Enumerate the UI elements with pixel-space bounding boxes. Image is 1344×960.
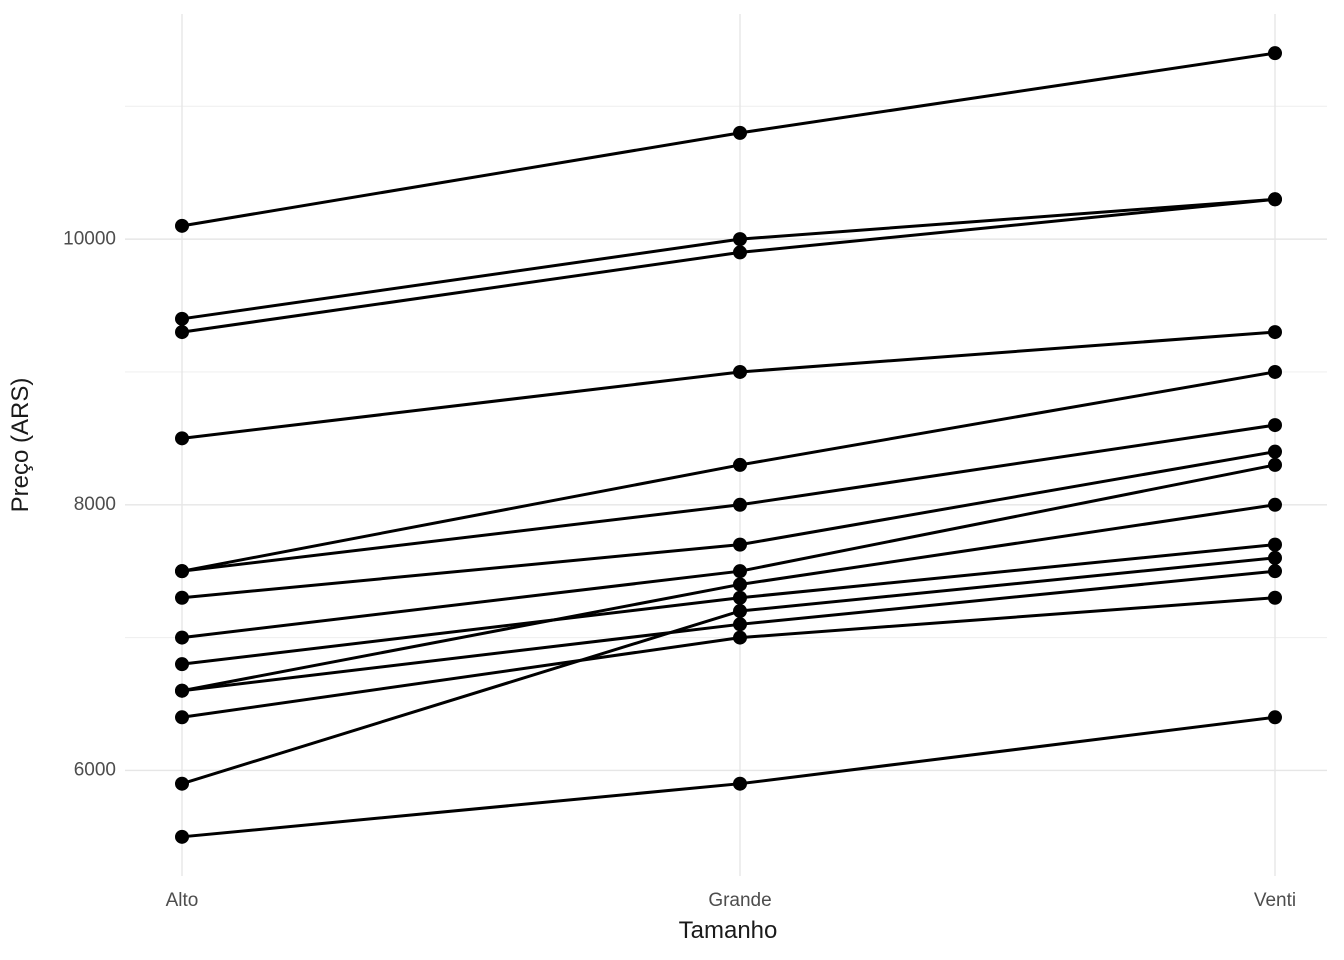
data-point-1-grande	[733, 232, 747, 247]
data-point-7-alto	[175, 630, 189, 645]
data-point-5-grande	[733, 497, 747, 512]
data-point-0-alto	[175, 218, 189, 233]
gridlines-minor	[125, 105, 1327, 639]
data-point-11-alto	[175, 683, 189, 698]
data-point-6-alto	[175, 590, 189, 605]
data-point-12-alto	[175, 710, 189, 725]
data-point-5-alto	[175, 564, 189, 579]
data-point-13-grande	[733, 776, 747, 791]
data-point-7-grande	[733, 564, 747, 579]
data-point-10-alto	[175, 776, 189, 791]
data-point-5-venti	[1268, 418, 1282, 433]
data-point-2-grande	[733, 245, 747, 260]
data-point-9-venti	[1268, 537, 1282, 552]
data-point-13-venti	[1268, 710, 1282, 725]
x-tick-label-venti: Venti	[1254, 890, 1296, 911]
data-point-11-venti	[1268, 564, 1282, 579]
data-point-12-grande	[733, 630, 747, 645]
series-line-1	[180, 197, 1277, 321]
series-line-11	[180, 569, 1277, 693]
series-line-3	[180, 330, 1277, 440]
data-point-4-venti	[1268, 364, 1282, 379]
data-point-0-venti	[1268, 46, 1282, 61]
series-lines	[180, 51, 1277, 839]
series-line-6	[180, 450, 1277, 600]
y-tick-label-6000: 6000	[74, 760, 116, 781]
data-point-1-alto	[175, 311, 189, 326]
data-point-0-grande	[733, 125, 747, 140]
y-axis-tick-labels: 6000 8000 10000	[63, 229, 116, 781]
x-tick-label-grande: Grande	[708, 890, 771, 911]
data-point-11-grande	[733, 617, 747, 632]
series-line-4	[180, 370, 1277, 573]
x-axis-title: Tamanho	[679, 917, 778, 944]
data-point-2-venti	[1268, 192, 1282, 207]
data-point-9-alto	[175, 657, 189, 672]
data-point-3-alto	[175, 431, 189, 446]
data-point-8-grande	[733, 577, 747, 592]
data-point-12-venti	[1268, 590, 1282, 605]
x-axis-tick-labels: Alto Grande Venti	[166, 890, 1297, 911]
data-point-13-alto	[175, 829, 189, 844]
y-axis-title: Preço (ARS)	[7, 378, 34, 513]
y-tick-label-10000: 10000	[63, 229, 116, 250]
data-point-9-grande	[733, 590, 747, 605]
series-line-0	[180, 51, 1277, 228]
data-point-2-alto	[175, 325, 189, 340]
series-line-9	[180, 543, 1277, 666]
data-point-8-venti	[1268, 497, 1282, 512]
data-point-6-grande	[733, 537, 747, 552]
data-point-3-grande	[733, 364, 747, 379]
data-point-10-grande	[733, 604, 747, 619]
data-point-7-venti	[1268, 457, 1282, 472]
data-point-4-grande	[733, 457, 747, 472]
data-point-10-venti	[1268, 550, 1282, 565]
x-tick-label-alto: Alto	[166, 890, 199, 911]
series-line-2	[180, 197, 1277, 334]
data-point-6-venti	[1268, 444, 1282, 459]
series-line-13	[180, 715, 1277, 839]
y-tick-label-8000: 8000	[74, 494, 116, 515]
data-point-3-venti	[1268, 325, 1282, 340]
data-points	[175, 46, 1282, 844]
